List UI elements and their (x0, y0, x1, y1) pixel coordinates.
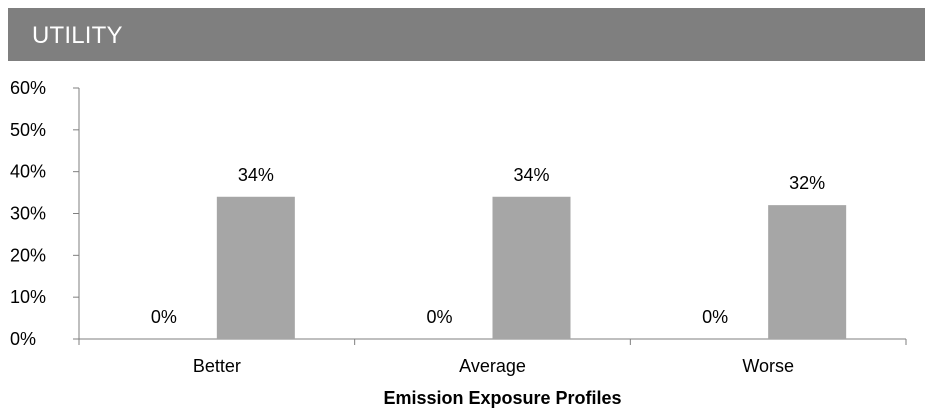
chart-header-title: UTILITY (32, 22, 123, 49)
data-label: 0% (702, 307, 728, 327)
chart-header: UTILITY (8, 8, 925, 61)
x-category-label: Worse (742, 356, 794, 376)
data-label: 0% (426, 307, 452, 327)
bar (216, 196, 295, 339)
y-tick-label: 60% (10, 78, 46, 98)
bar (768, 205, 847, 339)
x-axis-title: Emission Exposure Profiles (383, 388, 621, 408)
y-tick-label: 20% (10, 245, 46, 265)
y-tick-label: 50% (10, 120, 46, 140)
data-label: 34% (238, 165, 274, 185)
y-tick-label: 10% (10, 287, 46, 307)
y-tick-label: 30% (10, 204, 46, 224)
y-tick-label: 40% (10, 162, 46, 182)
x-category-label: Better (193, 356, 241, 376)
bar (492, 196, 571, 339)
y-tick-label: 0% (10, 329, 36, 349)
data-label: 34% (513, 165, 549, 185)
data-label: 0% (151, 307, 177, 327)
x-category-label: Average (459, 356, 526, 376)
data-label: 32% (789, 173, 825, 193)
